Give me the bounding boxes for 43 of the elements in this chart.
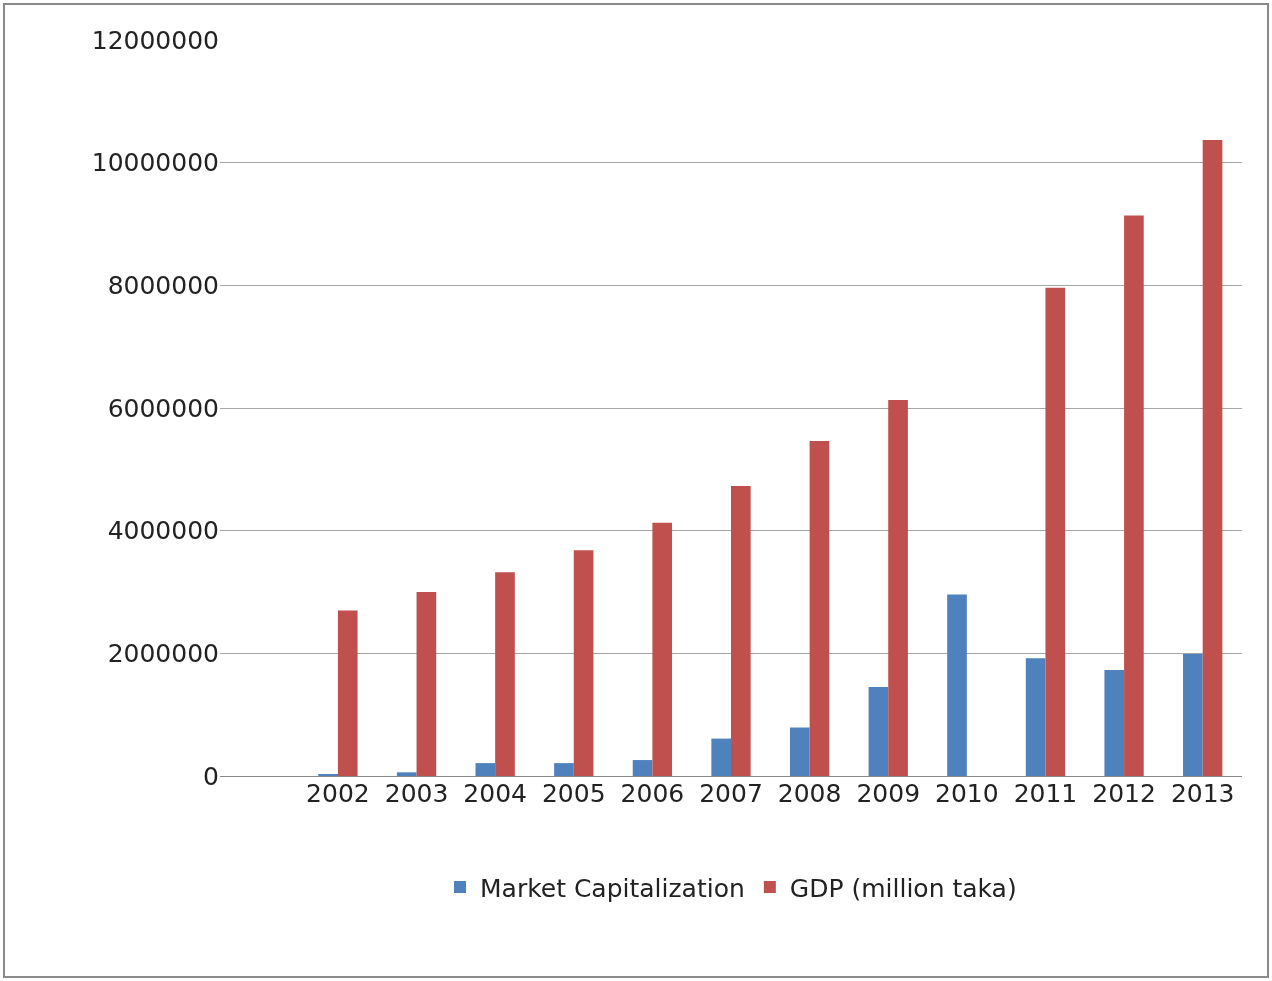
bar — [1202, 139, 1223, 776]
bar — [554, 763, 574, 776]
legend-label: Market Capitalization — [480, 873, 745, 903]
x-tick-label: 2003 — [384, 779, 449, 808]
bar — [731, 485, 751, 776]
x-tick-label: 2007 — [699, 779, 763, 808]
y-tick-label: 0 — [203, 761, 219, 791]
legend-label: GDP (million taka) — [789, 873, 1017, 903]
bar — [789, 727, 810, 776]
bar — [337, 610, 358, 776]
bar — [573, 550, 594, 776]
x-tick-label: 2008 — [777, 779, 842, 808]
y-tick-label: 10000000 — [91, 148, 219, 178]
y-tick-label: 6000000 — [107, 393, 219, 423]
bar — [475, 763, 496, 776]
bar — [652, 522, 673, 776]
bar — [947, 594, 967, 776]
bar — [495, 572, 515, 776]
x-tick-label: 2010 — [935, 779, 999, 808]
y-tick-label: 12000000 — [91, 25, 219, 55]
bar — [868, 687, 889, 776]
x-tick-label: 2012 — [1092, 779, 1156, 808]
bar — [1124, 215, 1144, 776]
bar — [1025, 658, 1046, 776]
bar — [1183, 653, 1203, 776]
x-tick-label: 2011 — [1013, 779, 1078, 808]
bar — [416, 592, 437, 776]
x-tick-label: 2004 — [463, 779, 527, 808]
x-tick-label: 2009 — [856, 779, 921, 808]
x-tick-label: 2002 — [306, 779, 370, 808]
bar — [632, 760, 653, 776]
y-tick-label: 4000000 — [107, 516, 219, 546]
y-tick-label: 8000000 — [107, 271, 219, 301]
bar — [1104, 669, 1125, 776]
bar — [809, 441, 830, 776]
y-tick-label: 2000000 — [107, 639, 219, 669]
x-tick-label: 2005 — [541, 779, 606, 808]
bar — [888, 400, 908, 776]
x-tick-label: 2006 — [620, 779, 685, 808]
x-tick-label: 2013 — [1170, 779, 1235, 808]
bar — [1045, 287, 1066, 776]
bar — [396, 772, 417, 776]
bar — [711, 738, 731, 776]
